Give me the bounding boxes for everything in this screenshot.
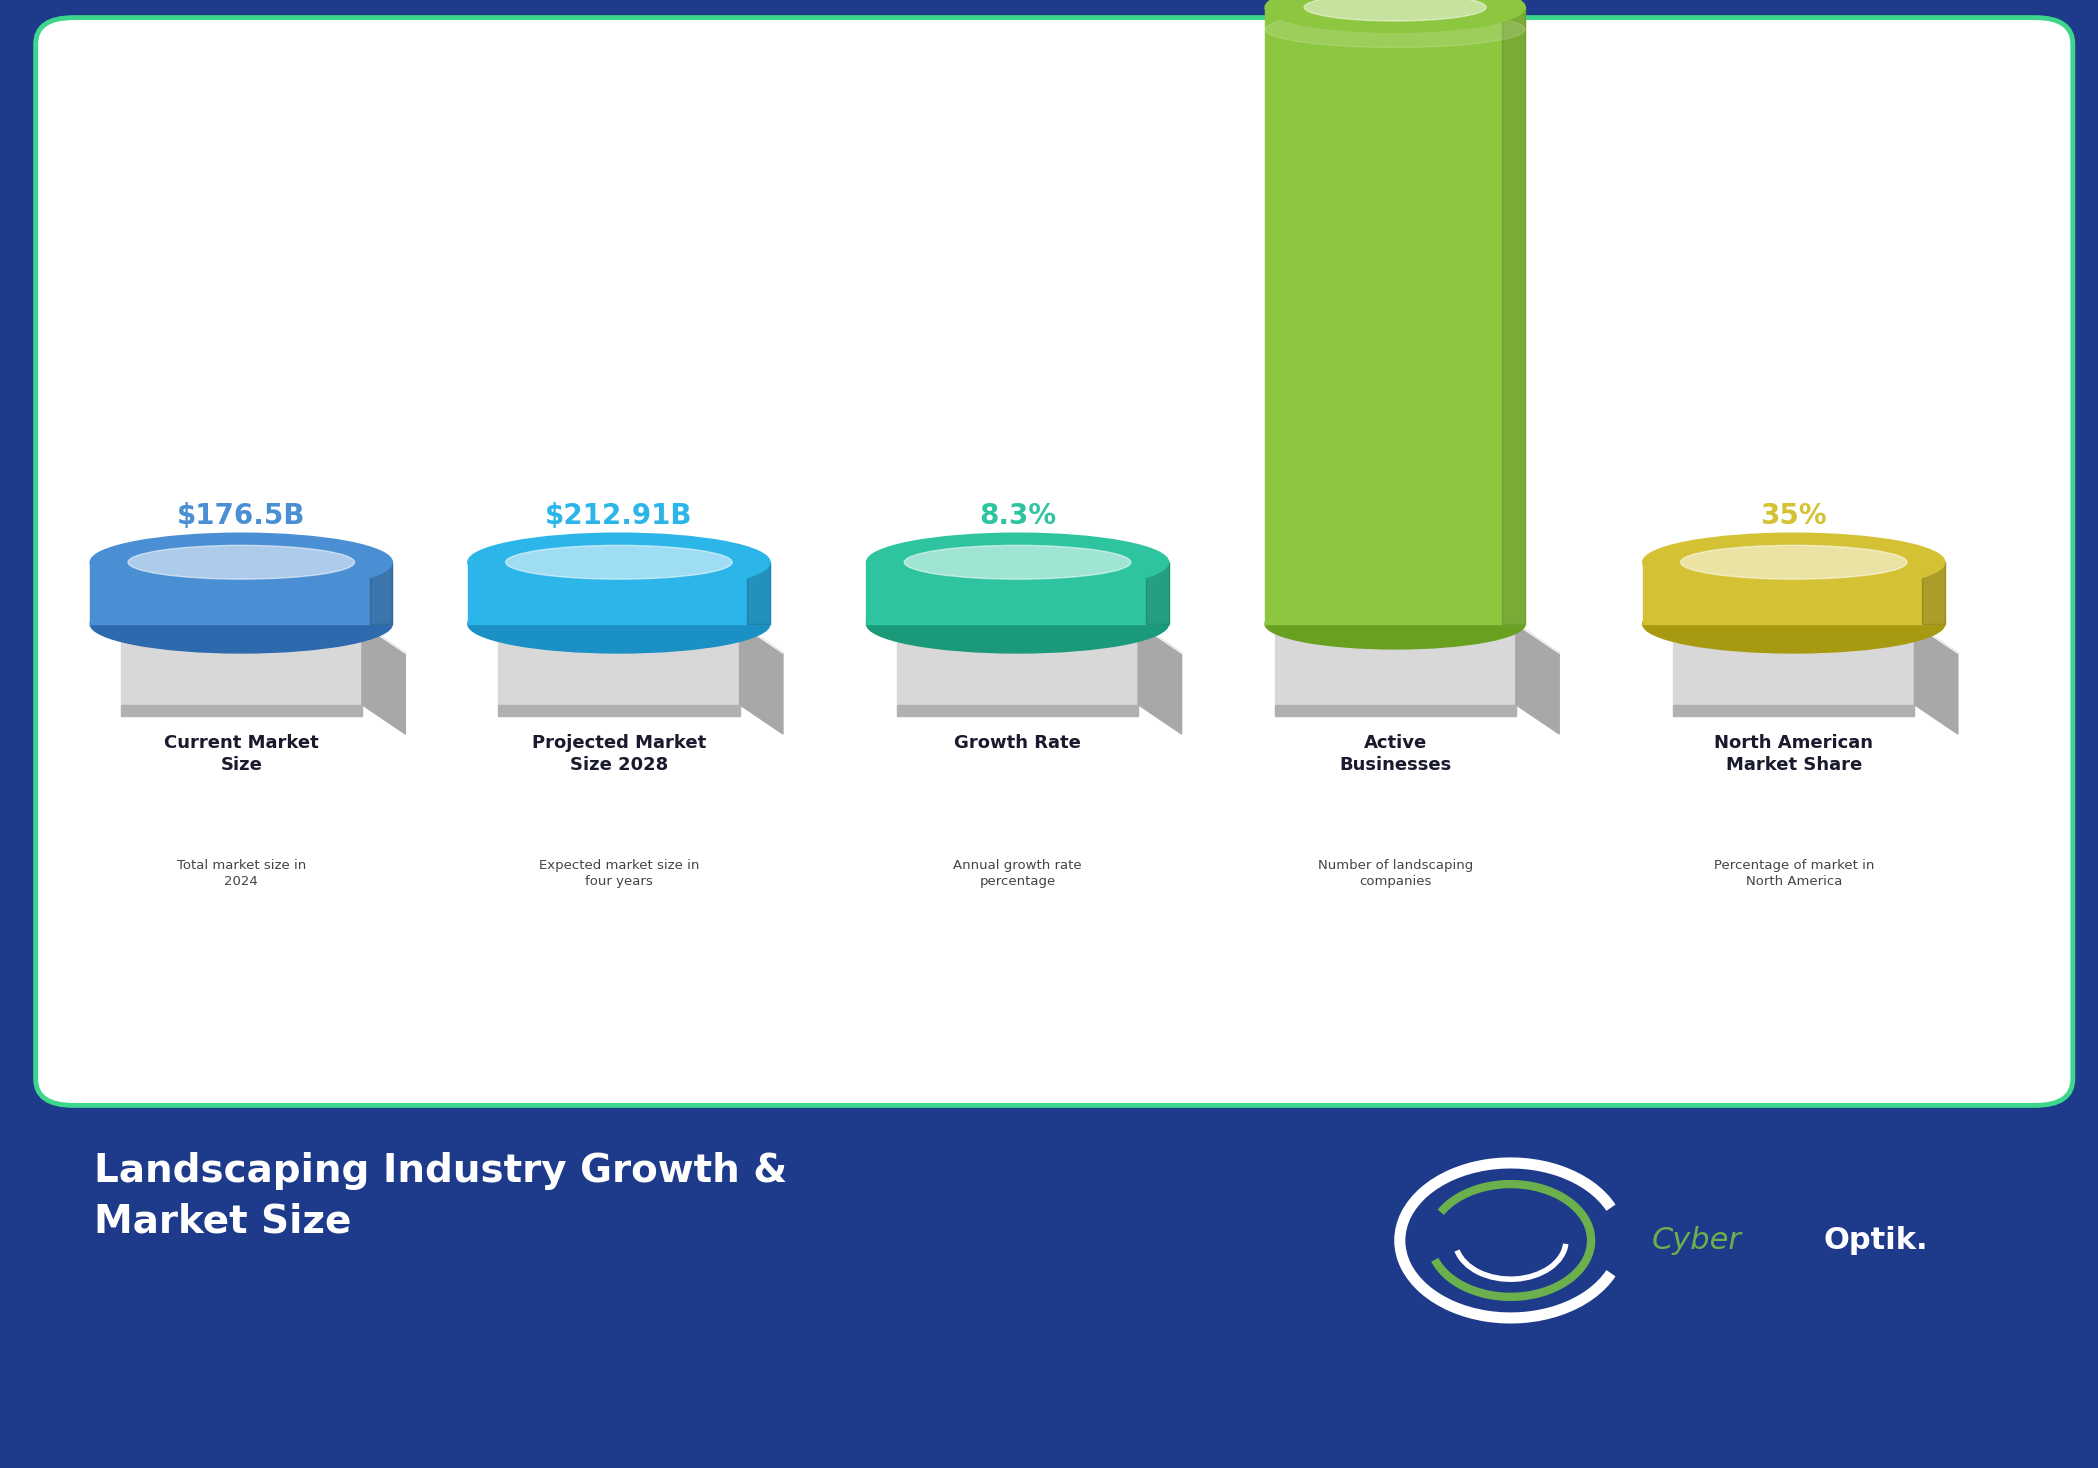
Text: Active
Businesses: Active Businesses	[1339, 734, 1452, 774]
Polygon shape	[1276, 624, 1515, 705]
Text: Total market size in
2024: Total market size in 2024	[176, 859, 306, 888]
Text: $176.5B: $176.5B	[176, 502, 306, 530]
Polygon shape	[122, 705, 363, 716]
Polygon shape	[1276, 624, 1559, 653]
Text: 8.3%: 8.3%	[980, 502, 1055, 530]
Polygon shape	[898, 705, 1137, 716]
Ellipse shape	[1265, 0, 1525, 32]
Bar	[468, 562, 770, 624]
Bar	[1502, 7, 1525, 624]
Bar	[1922, 562, 1945, 624]
Text: Projected Market
Size 2028: Projected Market Size 2028	[531, 734, 707, 774]
Bar	[1146, 562, 1169, 624]
Ellipse shape	[1265, 12, 1525, 47]
Polygon shape	[738, 624, 783, 734]
Bar	[90, 562, 392, 624]
Polygon shape	[122, 624, 363, 705]
Ellipse shape	[1305, 0, 1485, 21]
Text: 35%: 35%	[1760, 502, 1827, 530]
Ellipse shape	[866, 533, 1169, 592]
Polygon shape	[499, 624, 738, 705]
Text: Expected market size in
four years: Expected market size in four years	[539, 859, 699, 888]
Bar	[866, 562, 1169, 624]
Polygon shape	[1515, 624, 1559, 734]
Ellipse shape	[1680, 545, 1907, 580]
Ellipse shape	[904, 545, 1131, 580]
Polygon shape	[898, 624, 1181, 653]
Polygon shape	[1674, 624, 1957, 653]
Ellipse shape	[1265, 599, 1525, 649]
Text: Cyber: Cyber	[1651, 1226, 1741, 1255]
Polygon shape	[1674, 624, 1913, 705]
Polygon shape	[499, 624, 783, 653]
Ellipse shape	[128, 545, 355, 580]
Text: Landscaping Industry Growth &
Market Size: Landscaping Industry Growth & Market Siz…	[94, 1152, 787, 1240]
Text: Percentage of market in
North America: Percentage of market in North America	[1714, 859, 1874, 888]
Text: Current Market
Size: Current Market Size	[164, 734, 319, 774]
Polygon shape	[898, 624, 1137, 705]
Text: $212.91B: $212.91B	[545, 502, 692, 530]
Polygon shape	[122, 624, 405, 653]
Polygon shape	[1913, 624, 1957, 734]
Polygon shape	[499, 705, 738, 716]
Ellipse shape	[866, 595, 1169, 653]
Bar	[747, 562, 770, 624]
Polygon shape	[1674, 705, 1913, 716]
Polygon shape	[363, 624, 405, 734]
Text: North American
Market Share: North American Market Share	[1714, 734, 1874, 774]
Polygon shape	[1276, 705, 1515, 716]
Text: Optik.: Optik.	[1823, 1226, 1928, 1255]
Ellipse shape	[1643, 533, 1945, 592]
Text: Number of landscaping
companies: Number of landscaping companies	[1318, 859, 1473, 888]
Ellipse shape	[468, 533, 770, 592]
Ellipse shape	[506, 545, 732, 580]
Polygon shape	[1137, 624, 1181, 734]
Bar	[1265, 7, 1525, 624]
Text: Growth Rate: Growth Rate	[955, 734, 1080, 752]
Text: Annual growth rate
percentage: Annual growth rate percentage	[952, 859, 1083, 888]
FancyBboxPatch shape	[36, 18, 2073, 1105]
Ellipse shape	[90, 595, 392, 653]
Ellipse shape	[1643, 595, 1945, 653]
Ellipse shape	[90, 533, 392, 592]
Bar	[369, 562, 392, 624]
Bar	[1643, 562, 1945, 624]
Ellipse shape	[468, 595, 770, 653]
